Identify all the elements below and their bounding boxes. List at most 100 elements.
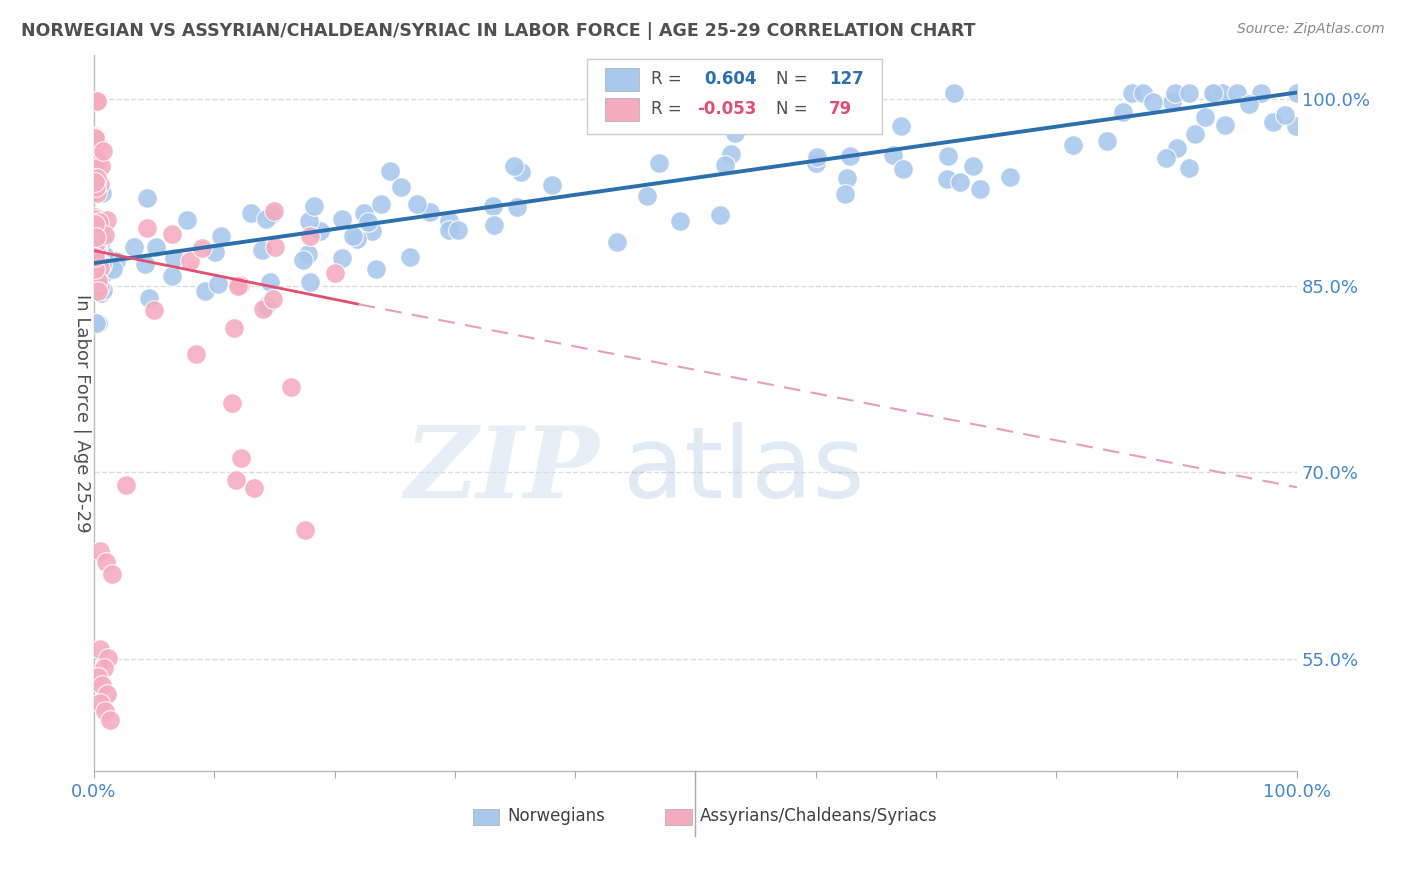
Point	[1250, 86, 1272, 100]
Point	[262, 207, 284, 221]
Point	[86, 94, 108, 108]
Point	[330, 212, 353, 227]
Point	[136, 221, 159, 235]
Point	[84, 180, 107, 194]
Point	[86, 273, 108, 287]
Point	[1184, 127, 1206, 141]
Point	[84, 259, 107, 273]
Point	[1154, 152, 1177, 166]
Point	[832, 106, 855, 120]
Point	[1161, 95, 1184, 109]
Point	[91, 233, 114, 247]
Point	[87, 260, 110, 274]
Point	[297, 214, 319, 228]
Point	[204, 245, 226, 260]
Point	[606, 235, 628, 249]
Point	[84, 221, 107, 235]
Point	[84, 212, 107, 227]
Point	[84, 215, 107, 229]
Point	[254, 212, 277, 227]
Point	[84, 181, 107, 195]
Point	[84, 267, 107, 281]
Point	[1285, 119, 1308, 133]
Point	[194, 285, 217, 299]
Point	[86, 230, 108, 244]
Point	[84, 267, 107, 281]
Point	[291, 253, 314, 268]
Point	[86, 285, 108, 299]
Point	[138, 291, 160, 305]
Point	[89, 261, 111, 276]
Point	[84, 235, 107, 250]
Point	[86, 250, 108, 264]
Point	[84, 150, 107, 164]
Point	[93, 661, 115, 675]
Bar	[605, 98, 638, 121]
Point	[91, 678, 114, 692]
Point	[364, 261, 387, 276]
Point	[84, 155, 107, 169]
Bar	[665, 809, 692, 825]
Point	[84, 262, 107, 277]
Text: -0.053: -0.053	[697, 100, 756, 118]
Text: R =: R =	[651, 100, 682, 118]
Point	[882, 148, 904, 162]
Point	[84, 250, 107, 264]
Point	[252, 302, 274, 317]
Text: N =: N =	[776, 70, 807, 87]
Point	[304, 199, 326, 213]
Point	[84, 130, 107, 145]
Point	[93, 266, 115, 280]
Point	[84, 217, 107, 231]
Point	[101, 567, 124, 582]
Point	[323, 266, 346, 280]
Point	[162, 268, 184, 283]
Point	[86, 94, 108, 108]
Point	[1211, 86, 1233, 100]
Point	[84, 175, 107, 189]
Point	[806, 150, 828, 164]
Point	[84, 275, 107, 289]
Point	[105, 253, 128, 268]
Bar	[605, 68, 638, 91]
Point	[225, 474, 247, 488]
Point	[86, 186, 108, 201]
Point	[1164, 86, 1187, 100]
Point	[506, 200, 529, 214]
Point	[84, 154, 107, 169]
Point	[89, 543, 111, 558]
Point	[1177, 161, 1199, 175]
Point	[90, 159, 112, 173]
Point	[447, 223, 470, 237]
Point	[87, 225, 110, 239]
Point	[346, 232, 368, 246]
Point	[89, 255, 111, 269]
Text: N =: N =	[776, 100, 807, 118]
Point	[1194, 110, 1216, 124]
Point	[135, 191, 157, 205]
Point	[89, 279, 111, 293]
Point	[90, 285, 112, 300]
Point	[84, 235, 107, 250]
Point	[86, 237, 108, 252]
Point	[229, 278, 252, 293]
Text: atlas: atlas	[623, 422, 865, 519]
Text: 0.604: 0.604	[704, 70, 756, 87]
Point	[84, 247, 107, 261]
Point	[252, 244, 274, 258]
Point	[935, 172, 957, 186]
Point	[1202, 86, 1225, 100]
Point	[84, 273, 107, 287]
Point	[439, 223, 461, 237]
Point	[1095, 134, 1118, 148]
Point	[89, 642, 111, 657]
Point	[353, 206, 375, 220]
Point	[262, 292, 284, 306]
Point	[87, 234, 110, 248]
Point	[298, 276, 321, 290]
Point	[93, 248, 115, 262]
Point	[84, 170, 107, 185]
Point	[91, 144, 114, 158]
Point	[858, 86, 880, 100]
Point	[94, 227, 117, 242]
